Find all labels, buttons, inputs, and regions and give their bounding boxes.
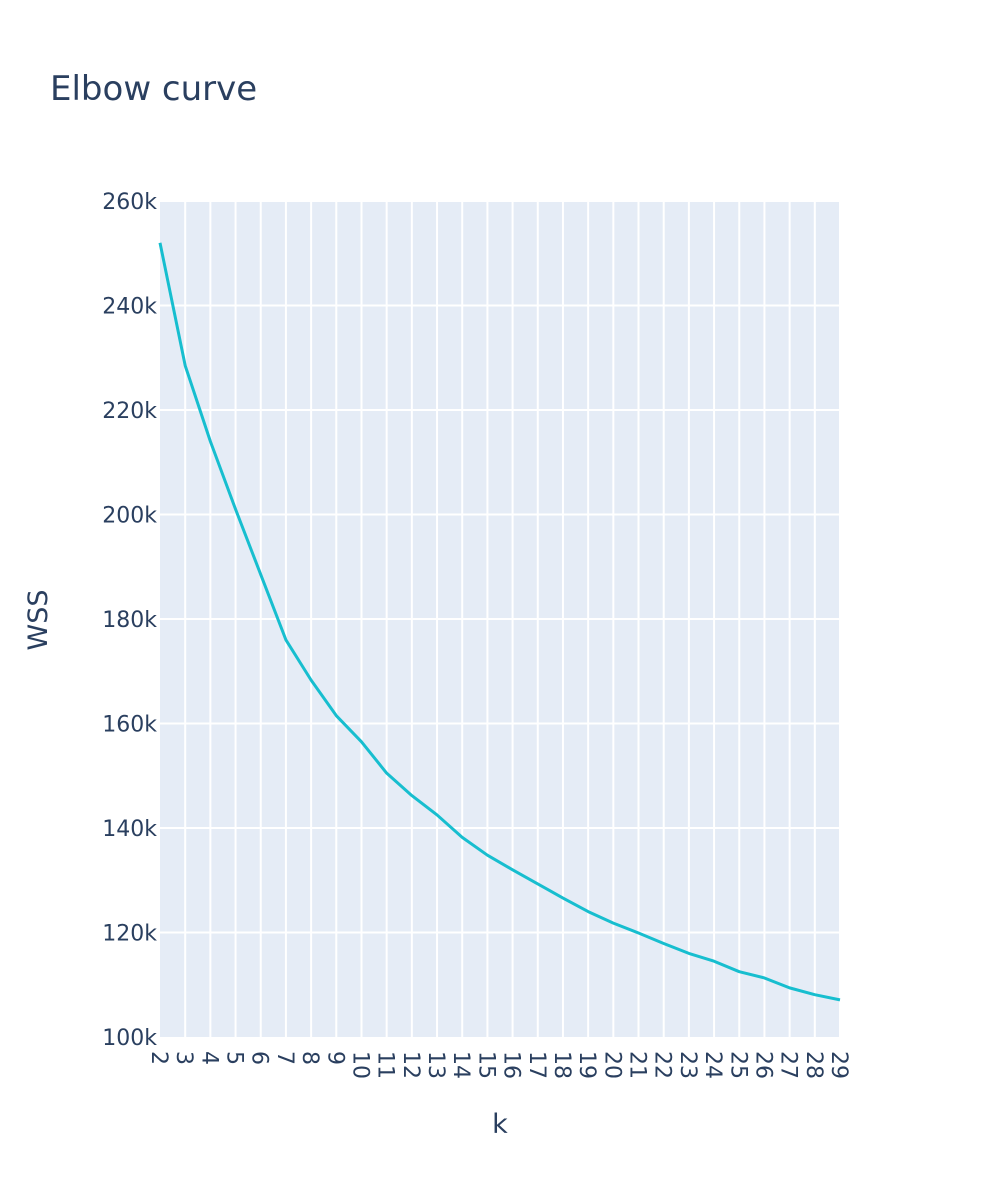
x-tick-label: 16 (499, 1051, 524, 1079)
x-tick-label: 13 (423, 1051, 448, 1079)
y-tick-label: 100k (102, 1026, 157, 1051)
y-axis-title: WSS (23, 590, 54, 651)
x-tick-label: 2 (146, 1051, 171, 1065)
x-tick-label: 26 (750, 1051, 775, 1079)
x-tick-label: 23 (675, 1051, 700, 1079)
x-tick-label: 14 (448, 1051, 473, 1079)
x-tick-label: 24 (700, 1051, 725, 1079)
y-tick-label: 140k (102, 817, 157, 842)
series-line (158, 242, 841, 1002)
y-tick-label: 220k (102, 399, 157, 424)
x-tick-label: 25 (725, 1051, 750, 1079)
y-axis-ticks: 100k 120k 140k 160k 180k 200k 220k 240k 260k (102, 190, 157, 1051)
x-tick-label: 6 (247, 1051, 272, 1065)
x-tick-label: 5 (222, 1051, 247, 1065)
chart-title: Elbow curve (50, 69, 257, 109)
series-layer (158, 242, 841, 1002)
y-tick-label: 240k (102, 295, 157, 320)
x-tick-label: 8 (297, 1051, 322, 1065)
x-tick-label: 17 (524, 1051, 549, 1079)
y-tick-label: 160k (102, 713, 157, 738)
x-axis-title: k (492, 1109, 508, 1140)
x-tick-label: 29 (826, 1051, 851, 1079)
x-tick-label: 15 (473, 1051, 498, 1079)
x-tick-label: 11 (373, 1051, 398, 1079)
x-tick-label: 7 (272, 1051, 297, 1065)
y-tick-label: 120k (102, 922, 157, 947)
y-tick-label: 180k (102, 608, 157, 633)
x-tick-label: 4 (196, 1051, 221, 1065)
x-tick-label: 9 (322, 1051, 347, 1065)
x-tick-label: 21 (625, 1051, 650, 1079)
x-tick-label: 28 (801, 1051, 826, 1079)
x-tick-label: 22 (650, 1051, 675, 1079)
x-tick-label: 20 (599, 1051, 624, 1079)
y-tick-label: 200k (102, 504, 157, 529)
y-tick-label: 260k (102, 190, 157, 215)
x-tick-label: 3 (171, 1051, 196, 1065)
grid-lines (160, 200, 841, 1037)
x-tick-label: 12 (398, 1051, 423, 1079)
x-tick-label: 27 (776, 1051, 801, 1079)
x-tick-label: 19 (574, 1051, 599, 1079)
x-axis-ticks: 2 3 4 5 6 7 8 9 10 11 12 13 14 15 16 17 18 19 20 21 22 23 24 25… (146, 1051, 851, 1079)
x-tick-label: 18 (549, 1051, 574, 1079)
x-tick-label: 10 (347, 1051, 372, 1079)
